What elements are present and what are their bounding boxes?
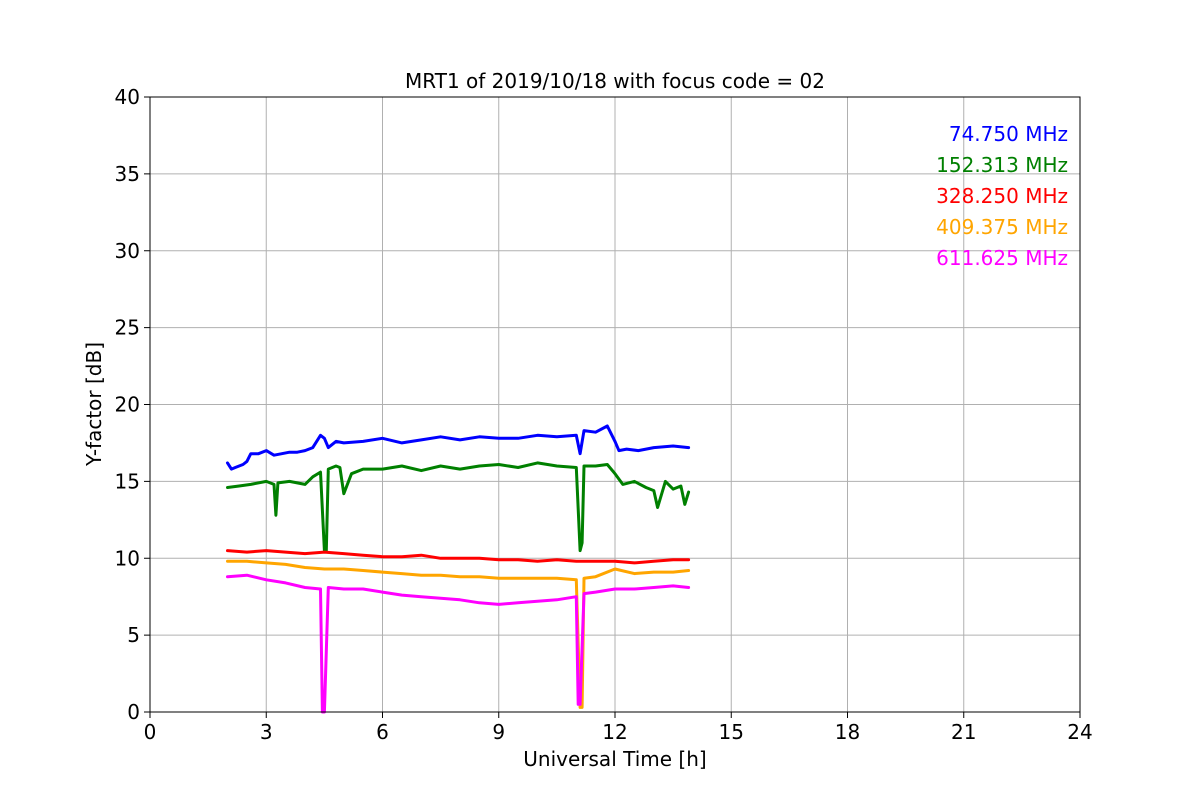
x-tick-label: 24 (1067, 720, 1092, 744)
legend-entry-3: 328.250 MHz (936, 184, 1068, 208)
y-tick-label: 25 (115, 316, 140, 340)
series-line-2 (226, 461, 691, 553)
y-tick-label: 35 (115, 162, 140, 186)
legend-entry-1: 74.750 MHz (949, 122, 1068, 146)
series-lines (226, 424, 691, 714)
y-tick-label: 0 (127, 700, 140, 724)
x-tick-label: 6 (376, 720, 389, 744)
series-line-5 (226, 573, 691, 714)
x-tick-label: 9 (492, 720, 505, 744)
series-line-3 (226, 549, 691, 565)
y-tick-label: 5 (127, 623, 140, 647)
chart-title: MRT1 of 2019/10/18 with focus code = 02 (405, 69, 825, 93)
y-tick-label: 20 (115, 393, 140, 417)
series-line-1 (226, 424, 691, 471)
y-axis-ticks: 0 5 10 15 20 25 30 35 40 (115, 85, 150, 724)
y-tick-label: 40 (115, 85, 140, 109)
x-tick-label: 21 (951, 720, 976, 744)
legend: 74.750 MHz 152.313 MHz 328.250 MHz 409.375 … (936, 122, 1068, 270)
legend-entry-4: 409.375 MHz (936, 215, 1068, 239)
x-tick-label: 0 (144, 720, 157, 744)
y-tick-label: 15 (115, 469, 140, 493)
x-tick-label: 3 (260, 720, 273, 744)
x-tick-label: 12 (602, 720, 627, 744)
legend-entry-5: 611.625 MHz (936, 246, 1068, 270)
y-tick-label: 10 (115, 546, 140, 570)
x-tick-label: 18 (835, 720, 860, 744)
y-tick-label: 30 (115, 239, 140, 263)
x-axis-label: Universal Time [h] (523, 747, 706, 771)
legend-entry-2: 152.313 MHz (936, 153, 1068, 177)
y-axis-label: Y-factor [dB] (82, 342, 106, 467)
series-line-4 (226, 559, 691, 709)
x-axis-ticks: 0 3 6 9 12 15 18 21 24 (144, 712, 1093, 744)
x-tick-label: 15 (719, 720, 744, 744)
